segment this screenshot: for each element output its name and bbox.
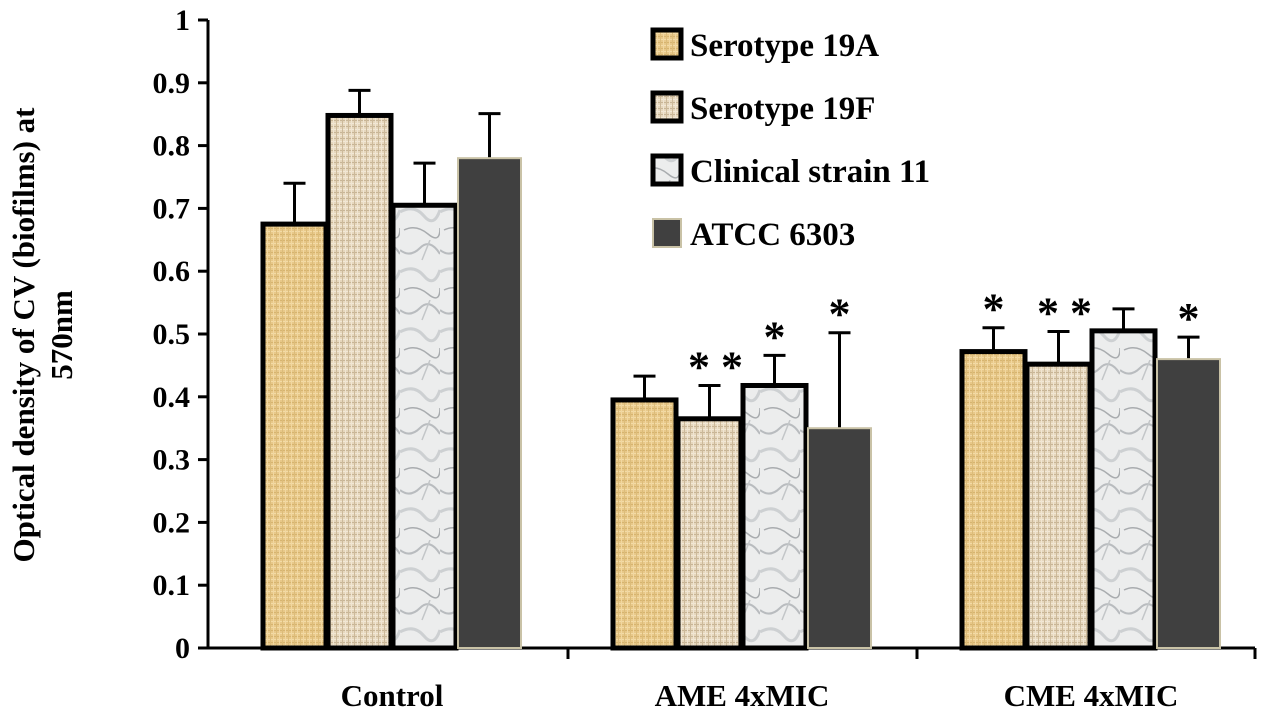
bar (1089, 328, 1158, 651)
y-tick-label: 0.7 (153, 192, 191, 225)
y-tick-label: 0.2 (153, 506, 191, 539)
legend-label: Clinical strain 11 (690, 154, 930, 190)
y-axis-title-line: Optical density of CV (biofilms) at (6, 107, 41, 563)
y-tick-label: 0.3 (153, 444, 191, 477)
legend-label: ATCC 6303 (690, 217, 855, 253)
y-tick-label: 0.6 (153, 255, 191, 288)
y-tick-label: 0.9 (153, 67, 191, 100)
bar (959, 349, 1028, 651)
bar (1156, 358, 1221, 649)
x-category-label: Control (341, 678, 444, 713)
bar (740, 382, 809, 651)
bar (260, 221, 329, 651)
y-axis-title: Optical density of CV (biofilms) at570nm (6, 107, 79, 563)
labels: 0 0.1 0.2 0.3 0.4 0.5 0.6 0.7 0.8 0.9 1 Optical den… (6, 4, 1200, 713)
legend-label: Serotype 19F (690, 91, 875, 127)
y-tick-label: 0.1 (153, 569, 191, 602)
bar (1024, 361, 1093, 651)
legend-swatch (650, 27, 684, 61)
y-tick-label: 0.8 (153, 130, 191, 163)
legend-swatch (650, 90, 684, 124)
y-axis-title-line: 570nm (44, 290, 79, 380)
y-tick-label: 0.5 (153, 318, 191, 351)
bar (457, 157, 522, 649)
bar (325, 112, 394, 651)
significance-marker: * * (688, 342, 743, 391)
significance-marker: * (1178, 294, 1200, 343)
bar (610, 397, 679, 651)
y-tick-label: 0 (175, 632, 190, 665)
significance-marker: * * (1037, 288, 1092, 337)
significance-marker: * (764, 312, 786, 361)
y-tick-label: 1 (175, 4, 190, 37)
legend-swatch (650, 153, 684, 187)
bar (675, 416, 744, 651)
legend-swatch (652, 218, 682, 248)
bar (390, 202, 459, 651)
legend: Serotype 19A Serotype 19F Clinical strain … (650, 27, 930, 253)
bar (807, 427, 872, 650)
legend-label: Serotype 19A (690, 28, 879, 64)
x-category-label: AME 4xMIC (655, 678, 830, 713)
significance-marker: * (829, 290, 851, 339)
x-category-label: CME 4xMIC (1004, 678, 1179, 713)
bars (260, 88, 1221, 651)
significance-marker: * (983, 285, 1005, 334)
y-tick-label: 0.4 (153, 381, 191, 414)
